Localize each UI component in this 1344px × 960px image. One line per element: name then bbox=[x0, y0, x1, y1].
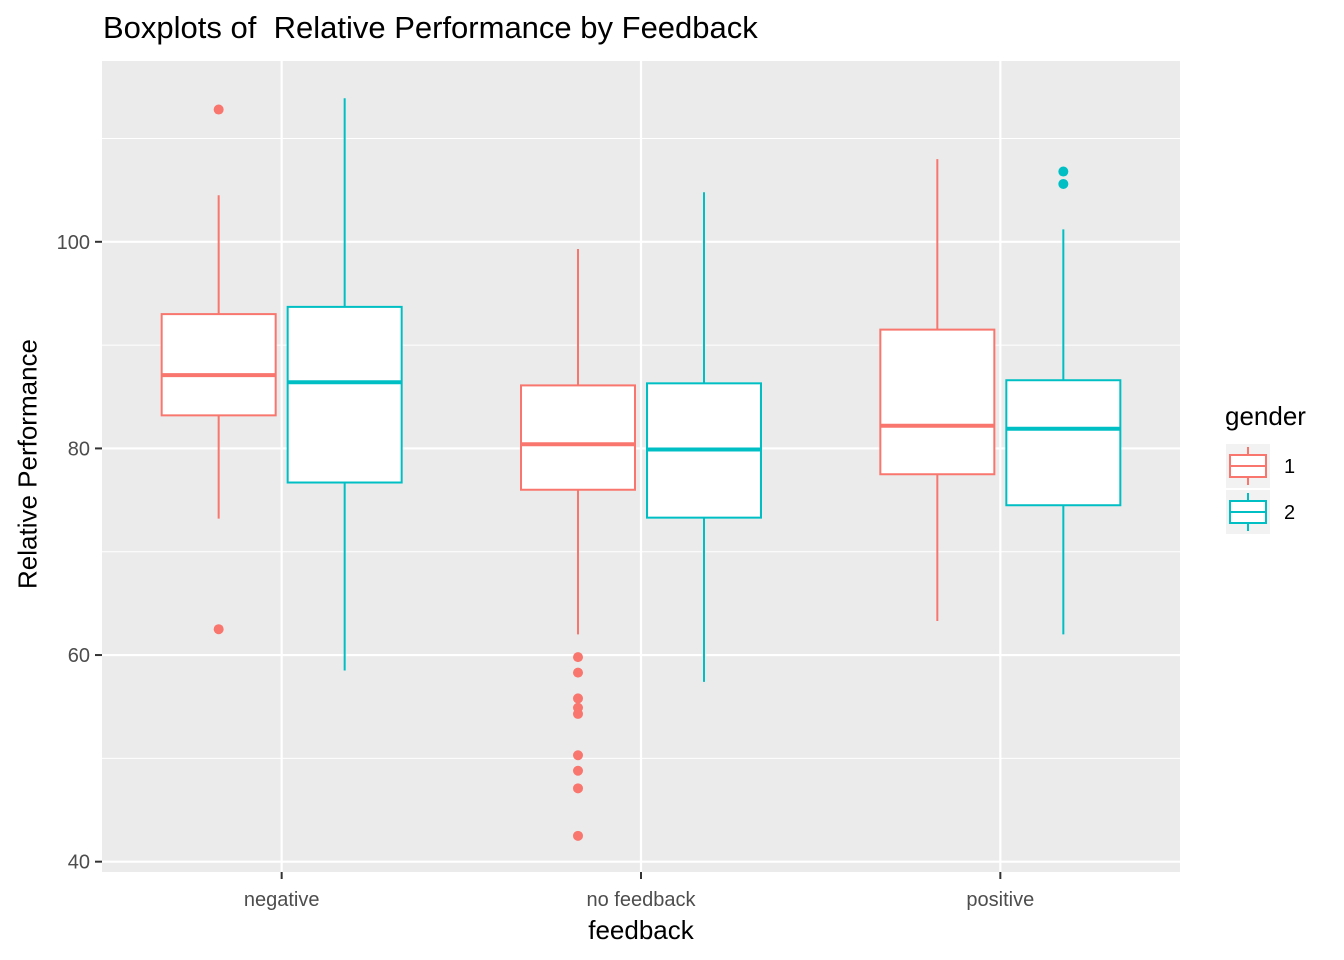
outlier-point bbox=[573, 652, 583, 663]
outlier-point bbox=[573, 693, 583, 704]
box-body bbox=[879, 328, 996, 476]
y-tick-label: 80 bbox=[68, 438, 90, 460]
y-tick-label: 60 bbox=[68, 645, 90, 667]
x-axis-label: feedback bbox=[588, 915, 694, 945]
box-2-negative bbox=[286, 98, 403, 671]
outlier-point bbox=[1058, 166, 1069, 177]
legend: 12 bbox=[1226, 444, 1295, 534]
outlier-point bbox=[213, 104, 224, 115]
legend-label: 2 bbox=[1284, 502, 1295, 524]
outlier-point bbox=[573, 667, 583, 678]
y-tick-label: 40 bbox=[68, 852, 90, 874]
x-tick-label: no feedback bbox=[587, 889, 697, 911]
legend-item-1: 1 bbox=[1226, 444, 1295, 488]
box-body bbox=[160, 313, 277, 417]
box-body bbox=[520, 384, 636, 491]
axes: 40 60 80 100 negative no feedback positive bbox=[57, 232, 1035, 911]
x-tick-label: positive bbox=[966, 889, 1034, 911]
major-gridlines bbox=[102, 61, 1180, 872]
outlier-point bbox=[573, 783, 583, 794]
legend-item-2: 2 bbox=[1226, 490, 1295, 534]
legend-label: 1 bbox=[1284, 456, 1295, 478]
box-2-positive bbox=[1005, 166, 1122, 635]
outlier-point bbox=[573, 765, 583, 776]
outlier-point bbox=[573, 750, 583, 761]
outlier-point bbox=[213, 624, 224, 635]
y-tick-label: 100 bbox=[57, 232, 90, 254]
boxplot-marks bbox=[160, 98, 1122, 841]
box-body bbox=[286, 305, 403, 484]
chart-title: Boxplots of Relative Performance by Feed… bbox=[103, 10, 758, 45]
legend-title: gender bbox=[1225, 401, 1306, 431]
box-1-positive bbox=[879, 159, 996, 621]
box-1-no-feedback bbox=[520, 249, 636, 841]
outlier-point bbox=[573, 830, 583, 841]
x-tick-label: negative bbox=[244, 889, 320, 911]
box-1-negative bbox=[160, 104, 277, 635]
outlier-point bbox=[1058, 178, 1069, 189]
box-2-no-feedback bbox=[646, 192, 762, 682]
box-body bbox=[1005, 379, 1122, 507]
outlier-point bbox=[573, 708, 583, 719]
